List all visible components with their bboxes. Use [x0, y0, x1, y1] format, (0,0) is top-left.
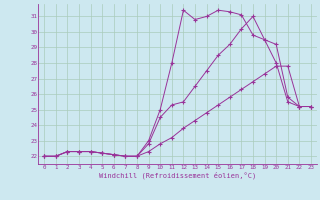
- X-axis label: Windchill (Refroidissement éolien,°C): Windchill (Refroidissement éolien,°C): [99, 171, 256, 179]
